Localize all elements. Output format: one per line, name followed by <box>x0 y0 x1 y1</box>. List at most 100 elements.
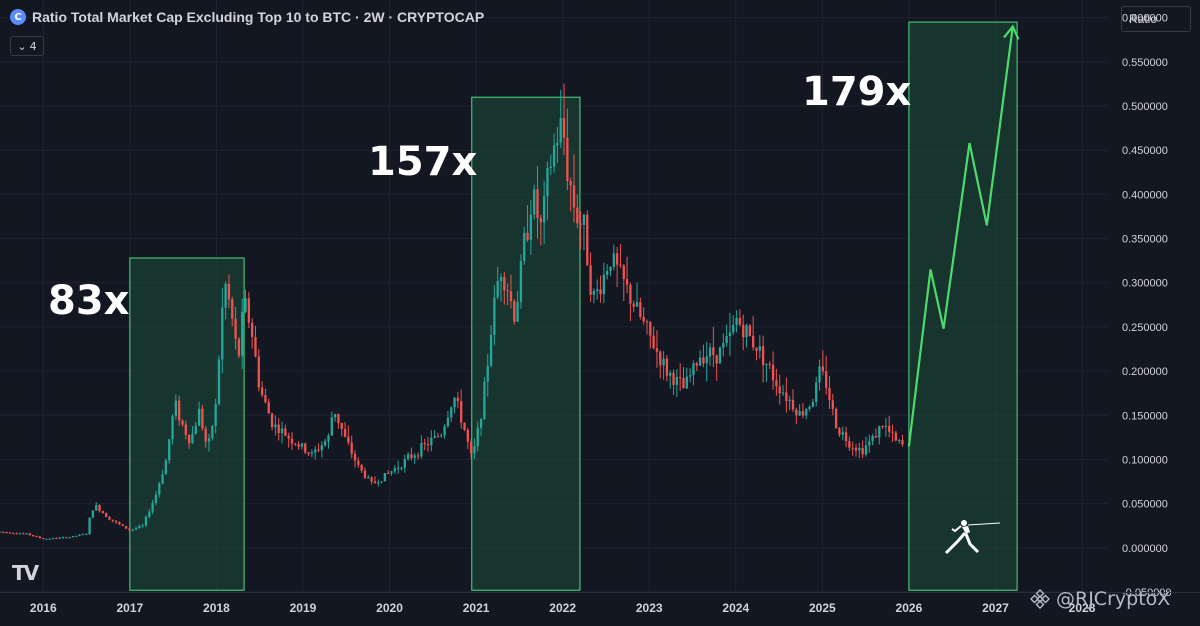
candle-body <box>682 378 685 389</box>
candle-body <box>294 443 297 445</box>
candle-body <box>453 397 456 408</box>
candle-body <box>353 453 357 461</box>
candle-body <box>592 290 596 295</box>
candle-body <box>496 281 499 298</box>
candle-body <box>572 185 576 208</box>
candle-body <box>476 427 479 447</box>
candle-body <box>705 356 708 364</box>
y-tick-label: 0.600000 <box>1122 13 1168 25</box>
candle-body <box>377 482 380 484</box>
chart-title: Ratio Total Market Cap Excluding Top 10 … <box>32 9 485 25</box>
candle-body <box>503 276 506 291</box>
candle-body <box>25 533 28 535</box>
candle-body <box>785 392 788 402</box>
candle-body <box>861 447 864 455</box>
candle-body <box>602 274 606 295</box>
candle-body <box>529 214 533 240</box>
candle-body <box>277 424 280 434</box>
candle-body <box>864 445 868 455</box>
candle-body <box>304 443 307 453</box>
candle-body <box>715 355 718 364</box>
candle-body <box>131 529 134 531</box>
candle-body <box>297 444 300 447</box>
candle-body <box>662 358 665 366</box>
candle-body <box>300 443 304 447</box>
candle-body <box>237 338 241 356</box>
candle-body <box>204 428 207 442</box>
y-tick-label: 0.300000 <box>1122 278 1168 290</box>
candle-body <box>154 494 158 503</box>
candle-body <box>539 218 542 223</box>
candle-body <box>801 411 805 416</box>
x-tick-label: 2020 <box>376 601 403 615</box>
candle-body <box>257 356 260 388</box>
candle-body <box>65 537 68 539</box>
indicators-collapse-button[interactable]: ⌄ 4 <box>10 36 44 56</box>
candle-body <box>509 291 513 302</box>
candle-body <box>878 426 881 438</box>
candle-body <box>373 481 377 484</box>
candle-body <box>665 358 669 376</box>
x-tick-label: 2022 <box>549 601 576 615</box>
candle-body <box>310 452 314 454</box>
candle-body <box>124 526 128 529</box>
scale-mode-label: Ratio <box>1129 12 1158 26</box>
candle-body <box>881 426 884 428</box>
candle-body <box>742 324 745 338</box>
candle-body <box>805 409 808 416</box>
x-tick-label: 2019 <box>290 601 317 615</box>
candle-body <box>609 266 612 271</box>
candle-body <box>788 399 791 402</box>
candle-body <box>675 376 679 385</box>
candle-body <box>201 408 204 429</box>
candle-body <box>32 535 35 537</box>
candle-body <box>390 471 393 474</box>
candle-body <box>874 436 878 438</box>
candle-body <box>566 137 569 182</box>
candle-body <box>333 413 337 418</box>
x-tick-label: 2028 <box>1069 601 1096 615</box>
candle-body <box>357 460 360 465</box>
candle-body <box>765 363 768 366</box>
candle-body <box>625 279 629 285</box>
candle-body <box>599 289 602 295</box>
candle-body <box>825 371 828 388</box>
candle-body <box>795 409 798 416</box>
x-tick-label: 2023 <box>636 601 663 615</box>
candle-body <box>579 223 582 225</box>
candle-body <box>45 538 48 540</box>
candle-body <box>320 445 324 451</box>
candle-body <box>161 474 164 484</box>
candle-body <box>735 317 738 325</box>
candle-body <box>2 531 5 533</box>
candle-body <box>891 431 894 433</box>
candle-body <box>576 207 579 224</box>
candle-body <box>254 336 257 357</box>
candle-body <box>35 536 38 538</box>
candle-body <box>440 435 443 437</box>
y-tick-label: 0.050000 <box>1122 499 1168 511</box>
candle-body <box>745 325 748 338</box>
candle-body <box>635 302 639 307</box>
candle-body <box>513 301 516 322</box>
candle-body <box>430 437 433 446</box>
candle-body <box>22 533 25 535</box>
candle-body <box>489 334 493 366</box>
candle-body <box>287 435 290 439</box>
candle-body <box>410 454 413 458</box>
candle-layer <box>0 83 904 540</box>
candle-body <box>499 276 503 282</box>
candle-body <box>270 413 274 428</box>
multiplier-label: 157x <box>368 139 477 185</box>
candle-body <box>768 363 771 365</box>
candle-body <box>187 434 191 444</box>
candle-body <box>854 447 858 451</box>
candle-body <box>8 532 12 534</box>
candle-body <box>469 441 473 454</box>
candle-body <box>85 534 88 536</box>
scale-mode-button[interactable]: Ratio <box>1121 6 1191 32</box>
candle-body <box>217 359 221 405</box>
y-tick-label: 0.100000 <box>1122 454 1168 466</box>
candle-body <box>758 346 761 351</box>
